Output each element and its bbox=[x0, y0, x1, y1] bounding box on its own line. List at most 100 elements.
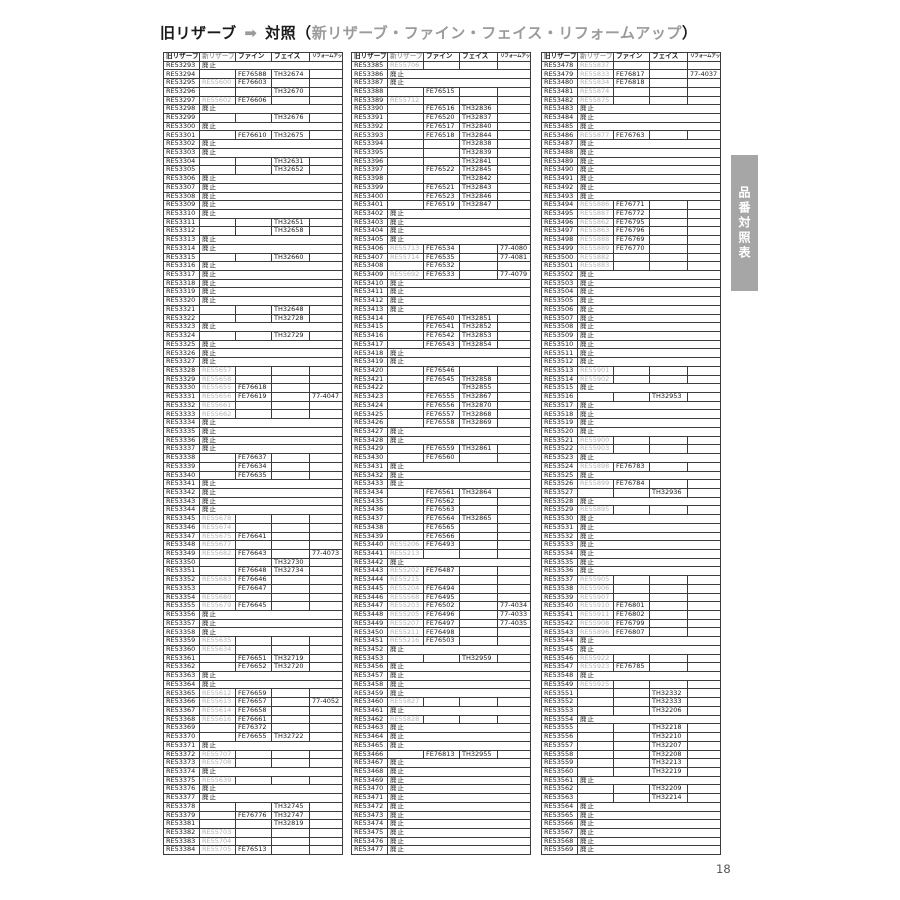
cell-face bbox=[649, 60, 688, 71]
cell-fine bbox=[235, 156, 272, 167]
cell-reform-up bbox=[497, 583, 531, 594]
cell-old-reserve: RE53527 bbox=[541, 487, 578, 498]
table-row: RE53553 TH32206 bbox=[541, 705, 721, 716]
table-row: RE53491 廃止 bbox=[541, 174, 721, 184]
cell-reform-up: 77-4037 bbox=[687, 69, 721, 80]
cell-old-reserve: RE53450 bbox=[351, 627, 388, 638]
cell-fine: FE76771 bbox=[613, 200, 650, 210]
cell-face bbox=[649, 444, 688, 455]
table-row: RE53534 廃止 bbox=[541, 548, 721, 559]
cell-new-reserve: RE55655 bbox=[199, 383, 236, 394]
cell-face bbox=[459, 261, 498, 271]
cell-new-reserve bbox=[199, 810, 236, 821]
table-row: RE53546 RE55922 bbox=[541, 653, 721, 664]
cell-reform-up bbox=[309, 775, 343, 786]
cell-old-reserve: RE53529 bbox=[541, 505, 578, 516]
cell-old-reserve: RE53320 bbox=[163, 296, 200, 306]
cell-old-reserve: RE53335 bbox=[163, 426, 200, 437]
cell-new-reserve: RE55662 bbox=[199, 409, 236, 420]
cell-reform-up bbox=[687, 697, 721, 707]
table-row: RE53351 FE76648 TH32734 bbox=[163, 566, 343, 577]
cell-old-reserve: RE53442 bbox=[351, 557, 388, 568]
table-row: RE53488 廃止 bbox=[541, 147, 721, 158]
cell-face bbox=[459, 269, 498, 280]
cell-face bbox=[271, 827, 310, 838]
cell-old-reserve: RE53374 bbox=[163, 766, 200, 777]
cell-face: TH32218 bbox=[649, 723, 688, 734]
cell-old-reserve: RE53445 bbox=[351, 583, 388, 594]
column-header: 旧リザーブ bbox=[541, 52, 578, 62]
cell-reform-up bbox=[309, 714, 343, 725]
cell-old-reserve: RE53507 bbox=[541, 313, 578, 324]
cell-reform-up bbox=[309, 601, 343, 611]
cell-face bbox=[271, 78, 310, 88]
cell-face bbox=[649, 130, 688, 141]
cell-face bbox=[649, 505, 688, 516]
cell-old-reserve: RE53333 bbox=[163, 409, 200, 420]
cell-new-reserve bbox=[387, 418, 424, 428]
cell-reform-up bbox=[687, 732, 721, 742]
cell-new-reserve bbox=[387, 374, 424, 385]
cell-fine: FE76522 bbox=[423, 165, 460, 176]
cell-fine bbox=[613, 723, 650, 734]
cell-discontinued: 廃止 bbox=[199, 339, 343, 350]
table-row: RE53518 廃止 bbox=[541, 409, 721, 420]
header-row: 旧リザーブ新リザーブファインフェイスリフォームアップ bbox=[163, 52, 343, 62]
cell-face: TH32631 bbox=[271, 156, 310, 167]
cell-new-reserve bbox=[387, 531, 424, 542]
cell-old-reserve: RE53398 bbox=[351, 174, 388, 184]
cell-face bbox=[649, 618, 688, 629]
cell-discontinued: 廃止 bbox=[199, 505, 343, 516]
table-row: RE53362 FE76652 TH32720 bbox=[163, 662, 343, 673]
cell-reform-up bbox=[497, 714, 531, 725]
table-row: RE53365 RE55612 FE76659 bbox=[163, 688, 343, 699]
cell-reform-up bbox=[497, 182, 531, 193]
cell-reform-up bbox=[497, 139, 531, 149]
cell-new-reserve: RE55703 bbox=[199, 827, 236, 838]
cell-fine bbox=[235, 113, 272, 123]
page-title: 旧リザーブ ➡ 対照（新リザーブ・ファイン・フェイス・リフォームアップ） bbox=[160, 22, 697, 43]
cell-face bbox=[459, 714, 498, 725]
cell-discontinued: 廃止 bbox=[199, 496, 343, 507]
cell-new-reserve: RE55910 bbox=[577, 601, 614, 611]
table-row: RE53332 RE55661 bbox=[163, 400, 343, 411]
cell-reform-up bbox=[309, 69, 343, 80]
cell-reform-up bbox=[497, 86, 531, 97]
cell-face bbox=[271, 548, 310, 559]
cell-fine bbox=[235, 522, 272, 533]
cell-old-reserve: RE53386 bbox=[351, 69, 388, 80]
table-row: RE53487 廃止 bbox=[541, 139, 721, 149]
table-row: RE53533 廃止 bbox=[541, 540, 721, 550]
cell-fine: FE76645 bbox=[235, 601, 272, 611]
cell-new-reserve: RE55922 bbox=[577, 653, 614, 664]
table-row: RE53399 FE76521 TH32843 bbox=[351, 182, 531, 193]
cell-face bbox=[271, 575, 310, 585]
cell-old-reserve: RE53520 bbox=[541, 426, 578, 437]
cell-old-reserve: RE53294 bbox=[163, 69, 200, 80]
cell-old-reserve: RE53532 bbox=[541, 531, 578, 542]
cell-new-reserve: RE55656 bbox=[199, 392, 236, 402]
cell-face: TH32332 bbox=[649, 688, 688, 699]
cell-old-reserve: RE53563 bbox=[541, 793, 578, 803]
cell-reform-up bbox=[309, 653, 343, 664]
cell-reform-up bbox=[309, 409, 343, 420]
cell-old-reserve: RE53545 bbox=[541, 644, 578, 655]
table-row: RE53377 廃止 bbox=[163, 793, 343, 803]
cell-new-reserve bbox=[387, 749, 424, 760]
cell-old-reserve: RE53327 bbox=[163, 357, 200, 367]
cell-fine bbox=[613, 392, 650, 402]
cell-discontinued: 廃止 bbox=[387, 644, 531, 655]
cell-old-reserve: RE53348 bbox=[163, 540, 200, 550]
cell-discontinued: 廃止 bbox=[199, 357, 343, 367]
cell-reform-up bbox=[309, 705, 343, 716]
cell-face bbox=[271, 583, 310, 594]
cell-fine: FE76540 bbox=[423, 313, 460, 324]
cell-old-reserve: RE53494 bbox=[541, 200, 578, 210]
cell-reform-up: 77-4080 bbox=[497, 243, 531, 254]
cell-face: TH32720 bbox=[271, 662, 310, 673]
cell-old-reserve: RE53359 bbox=[163, 636, 200, 646]
cell-old-reserve: RE53486 bbox=[541, 130, 578, 141]
cell-new-reserve bbox=[387, 522, 424, 533]
cell-old-reserve: RE53499 bbox=[541, 243, 578, 254]
cell-new-reserve: RE55882 bbox=[577, 252, 614, 263]
